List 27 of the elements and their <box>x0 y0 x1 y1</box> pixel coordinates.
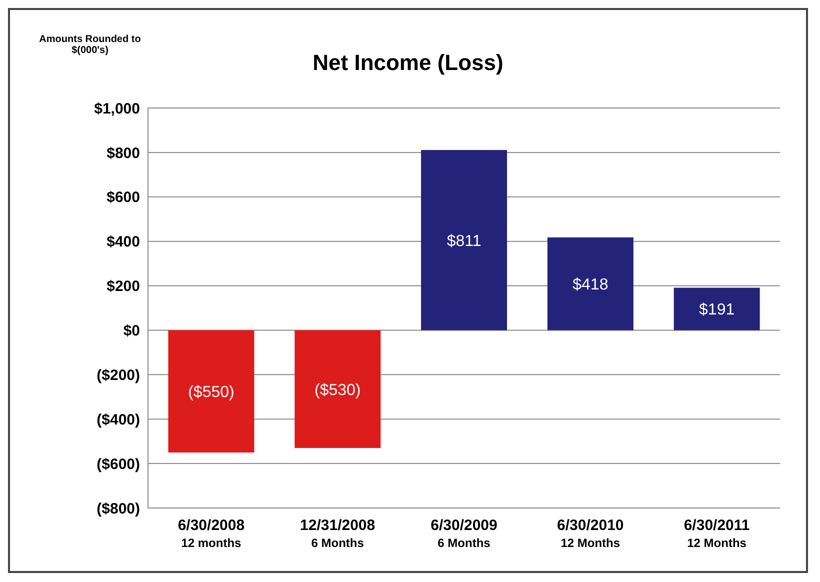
y-tick-label: $200 <box>106 278 140 296</box>
chart-title: Net Income (Loss) <box>312 50 504 75</box>
bar <box>294 330 381 448</box>
y-tick-label: $0 <box>123 322 140 340</box>
bar <box>168 330 254 452</box>
y-tick-label: $1,000 <box>94 100 140 118</box>
bar <box>547 237 634 330</box>
y-tick-label: $800 <box>106 144 140 162</box>
data-label: $811 <box>446 232 482 250</box>
data-label: $191 <box>699 302 735 319</box>
text: Amounts Rounded to $(000's) <box>38 34 142 56</box>
bar <box>674 288 760 330</box>
y-tick-label: ($400) <box>96 411 140 428</box>
x-tick-label: 12/31/2008 6 Months <box>300 517 376 550</box>
bar <box>421 150 508 330</box>
y-tick-label: ($800) <box>96 500 140 518</box>
y-tick-label: $600 <box>106 189 140 206</box>
y-tick-label: $400 <box>106 234 140 251</box>
x-tick-label: 6/30/2009 6 Months <box>430 517 498 550</box>
data-label: ($550) <box>188 384 234 402</box>
data-label: $418 <box>572 276 608 294</box>
x-tick-label: 6/30/2010 12 Months <box>557 517 624 550</box>
x-tick-label: 6/30/2011 12 Months <box>684 517 750 550</box>
data-label: ($530) <box>314 382 361 399</box>
y-tick-label: ($600) <box>96 456 140 473</box>
y-tick-label: ($200) <box>96 366 140 384</box>
x-tick-label: 6/30/2008 12 months <box>178 517 245 550</box>
